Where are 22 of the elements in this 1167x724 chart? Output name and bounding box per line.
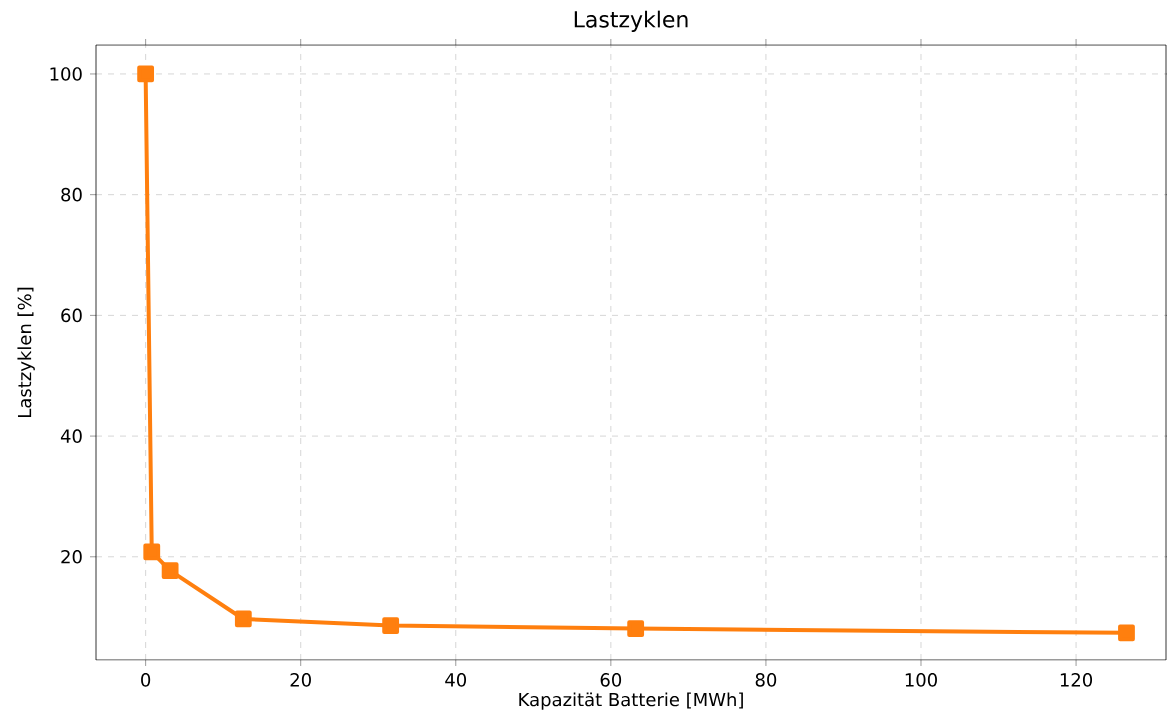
x-axis-title: Kapazität Batterie [MWh]: [519, 692, 743, 710]
y-tick-label: 40: [60, 429, 82, 443]
x-tick-label: 40: [445, 673, 467, 687]
x-tick-label: 120: [1060, 673, 1093, 687]
x-tick-label: 60: [600, 673, 622, 687]
chart-title: Lastzyklen: [574, 10, 688, 32]
point: [627, 620, 645, 638]
x-tick-label: 100: [905, 673, 937, 687]
point: [143, 543, 161, 561]
point: [161, 562, 179, 580]
y-axis-title: Lastzyklen [%]: [17, 287, 35, 417]
point: [234, 610, 252, 628]
x-tick-label: 0: [141, 673, 151, 687]
point: [137, 65, 155, 83]
x-tick-label: 20: [290, 673, 311, 687]
y-tick-label: 100: [50, 67, 82, 81]
point: [382, 617, 400, 634]
y-tick-label: 80: [61, 187, 82, 202]
x-tick-label: 80: [755, 673, 777, 687]
point: [1118, 624, 1135, 642]
y-tick-label: 60: [61, 308, 82, 323]
y-tick-label: 20: [61, 549, 82, 564]
